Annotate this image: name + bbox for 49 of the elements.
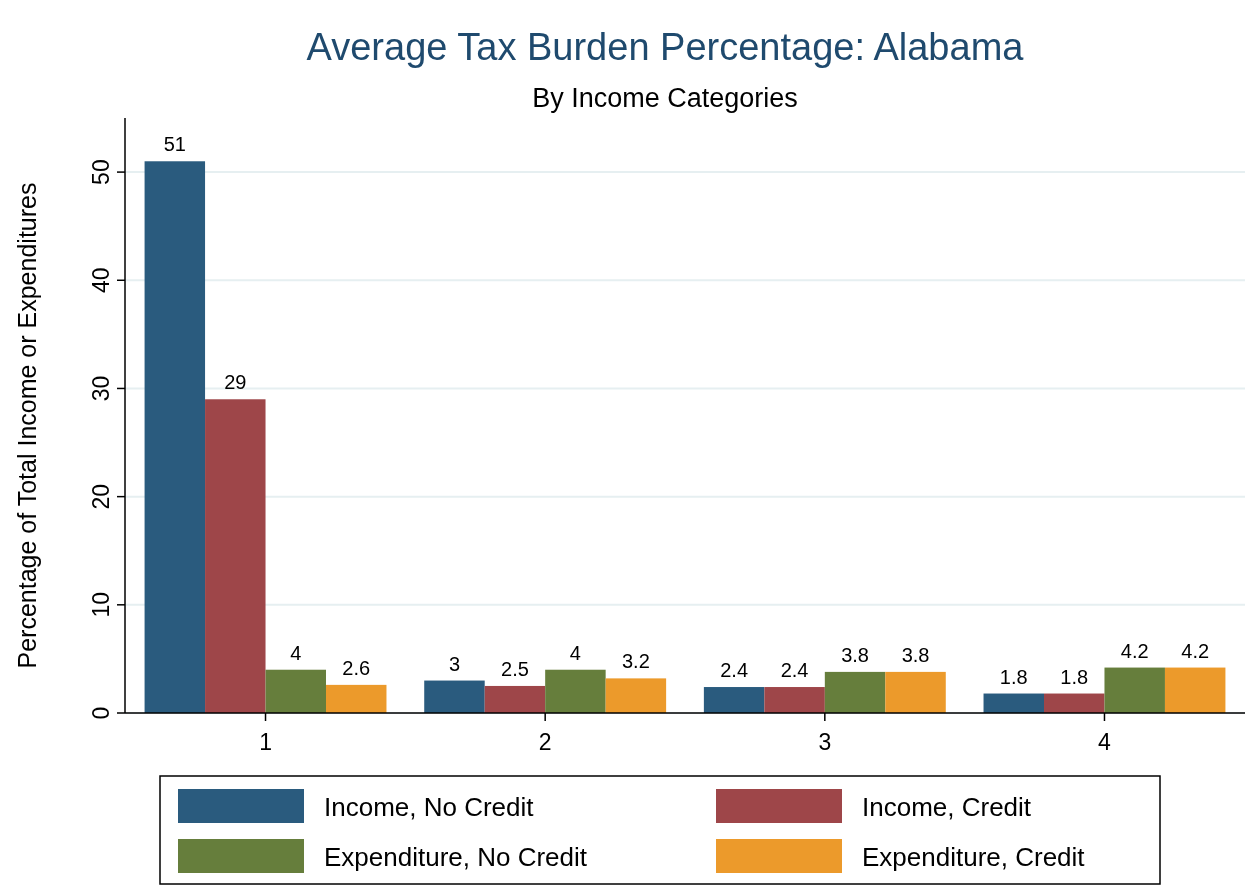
bar — [326, 684, 387, 713]
data-label: 1.8 — [999, 665, 1028, 688]
bar — [424, 680, 485, 713]
data-label: 4 — [290, 641, 302, 664]
y-tick-label: 40 — [88, 267, 114, 294]
data-label: 3.8 — [901, 643, 930, 666]
data-label: 2.4 — [720, 659, 749, 682]
bar — [1104, 667, 1165, 713]
data-label: 51 — [163, 133, 186, 156]
y-tick-label: 10 — [88, 592, 114, 618]
y-axis-title: Percentage of Total Income or Expenditures — [13, 182, 41, 669]
bar — [484, 685, 546, 713]
bar — [1044, 693, 1105, 713]
bar — [764, 687, 825, 713]
bar — [1164, 667, 1226, 713]
bar — [265, 669, 326, 713]
data-label: 4 — [569, 641, 581, 664]
chart-title: Average Tax Burden Percentage: Alabama — [306, 26, 1025, 68]
y-tick-label: 30 — [88, 375, 114, 402]
x-tick-label: 2 — [538, 729, 552, 755]
data-label: 1.8 — [1060, 665, 1089, 688]
data-label: 3 — [448, 652, 461, 675]
data-label: 3.8 — [841, 643, 869, 666]
bar — [703, 687, 765, 713]
data-label: 4.2 — [1120, 639, 1149, 662]
bar — [205, 399, 266, 713]
y-tick-label: 0 — [88, 706, 114, 720]
bar — [144, 161, 206, 713]
legend-label: Income, No Credit — [324, 792, 535, 822]
data-label: 2.5 — [501, 657, 529, 680]
bar — [824, 671, 886, 713]
data-label: 2.4 — [780, 659, 809, 682]
x-tick-label: 1 — [259, 729, 272, 755]
data-label: 29 — [224, 371, 247, 394]
y-tick-label: 20 — [88, 483, 114, 510]
bar — [983, 693, 1044, 713]
legend-label: Expenditure, Credit — [862, 842, 1086, 872]
bar — [605, 678, 667, 713]
legend-label: Expenditure, No Credit — [324, 842, 588, 872]
bar — [885, 671, 946, 713]
chart-subtitle: By Income Categories — [532, 83, 798, 113]
data-label: 4.2 — [1181, 639, 1210, 662]
data-label: 3.2 — [621, 650, 650, 673]
y-tick-label: 50 — [88, 159, 114, 185]
data-label: 2.6 — [342, 656, 371, 679]
x-tick-label: 4 — [1098, 729, 1112, 755]
bar — [545, 669, 606, 713]
legend-label: Income, Credit — [862, 792, 1032, 822]
x-tick-label: 3 — [818, 729, 832, 755]
